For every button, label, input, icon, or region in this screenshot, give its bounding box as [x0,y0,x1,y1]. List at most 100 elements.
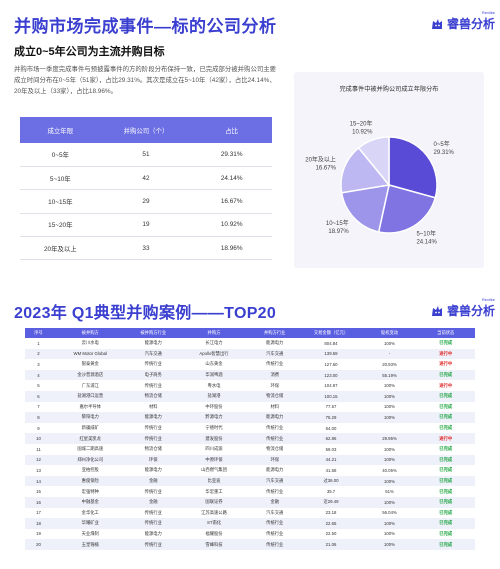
table-cell: 汽车交通 [266,509,284,515]
table-cell: 能源电力 [266,340,284,346]
table-cell: 18.96% [191,236,272,261]
table-cell: 嘉尔半导体 [79,403,101,409]
table-cell: ST南化 [178,518,250,529]
table-cell: 黎阳电力 [52,412,129,423]
table-cell: 20.93% [382,361,397,367]
table-cell: 100.15 [299,390,363,402]
table-cell: 宁德时代 [205,425,223,431]
table-cell: 传统行业 [144,425,162,431]
table-cell: 42 [100,166,192,191]
status-badge: 已完成 [439,509,453,515]
table-cell: 7 [37,404,40,410]
table-cell: 16.67% [191,189,272,214]
table-row: 6 盐湖港口运营 物流仓储 盐湖港 物流仓储 100.15 100% 已完成 [25,390,475,402]
status-badge: 已完成 [439,340,453,346]
table-cell: Apollo智慧出行 [178,348,250,360]
table-cell: 1 [37,340,40,346]
table-cell: 传统行业 [128,518,178,529]
table-cell: 国联证券 [178,496,250,508]
table-row: 5 广东浦江 传统行业 粤水电 环保 104.97 100% 进行中 [25,380,475,391]
table-cell: 中原环保 [178,454,250,466]
table-cell: 传统行业 [250,539,300,550]
table-cell: 2 [25,348,52,360]
table-cell: 环保 [270,382,280,388]
pie-slice [388,136,438,199]
table-cell: 5~10年 [20,166,101,191]
table-cell: 黔源电力 [178,412,250,423]
table-cell: 29.31% [191,143,272,167]
table-cell: 100% [384,404,395,410]
table-cell: 物流仓储 [250,390,300,402]
table-cell: 51% [385,489,394,495]
brand-sub: Rexlike [481,10,496,15]
table-cell: 环保 [250,454,300,466]
table-cell: 红星美凯龙 [52,433,129,444]
table-cell: 郑州净化公司 [52,454,129,466]
table-cell: 0~5年 [20,143,101,167]
status-badge: 已完成 [416,390,475,402]
age-distribution-table: 成立年限 并购公司（个） 占比 0~5年 51 29.31% 5~10年 42 24.14… [20,117,272,261]
table-row: 19 天业煤制 能源电力 福耀股份 传统行业 22.50 100% 已完成 [25,529,475,540]
column-header: 并购公司（个） [100,117,192,143]
status-badge: 已完成 [439,467,453,473]
table-row: 0~5年 51 29.31% [20,143,272,167]
table-cell: 能源电力 [144,340,162,346]
column-header: 交易金额（亿元） [299,328,363,338]
table-cell: 804.84 [324,340,338,346]
table-cell: 能源电力 [266,467,284,473]
table-cell: 材料 [148,403,158,409]
panel-top20-cases: 2023年 Q1典型并购案例——TOP20 睿兽分析 Rexlike 序号 被并购… [0,288,500,569]
table-row: 1 云川水电 能源电力 长江电力 能源电力 804.84 100% 已完成 [25,338,475,349]
table-cell: 4 [25,369,52,381]
table-row: 17 金华化工 传统行业 江苏高速公路 汽车交通 23.18 56.04% 已完成 [25,508,475,519]
table-cell: 宏强特种 [81,488,99,494]
table-cell: 传统行业 [144,509,162,515]
table-cell: WM Motor Global [52,348,129,360]
pie-chart-title: 完成事件中被并购公司成立年限分布 [339,86,439,93]
table-cell: 77.57 [325,404,337,410]
table-cell: 62.86 [299,433,363,444]
panel2-title: 2023年 Q1典型并购案例——TOP20 [14,305,277,322]
table-cell: 35.7 [326,489,336,495]
table-cell: 能源电力 [128,412,178,423]
table-cell: 传统行业 [250,518,300,529]
table-cell: 12 [25,454,52,466]
table-cell: 104.97 [324,383,338,389]
table-cell: 金华化工 [81,509,99,515]
status-badge: 已完成 [416,369,475,381]
table-cell: 100% [362,518,417,529]
panel1-description: 并购市场一季度完成事件与预披露事件的方的阶段分布保持一致，已完成部分被并购公司主… [14,66,277,95]
table-header-row: 成立年限 并购公司（个） 占比 [20,117,272,143]
brand-logo: 睿兽分析 Rexlike [430,297,495,319]
table-cell: 银泰黄金 [81,361,99,367]
table-header-row: 序号 被并购方 被并购方行业 并购方 并购方行业 交易金额（亿元） 股权变动 当前状态 [25,328,475,338]
table-cell: 9 [37,425,40,431]
table-cell: 盐湖港口运营 [52,390,129,402]
panel-target-company-analysis: 并购市场完成事件—标的公司分析 睿兽分析 Rexlike 成立0~5年公司为主流… [0,0,500,283]
table-cell: 100% [362,454,417,466]
table-cell: 10.92% [191,213,272,238]
table-cell: 19 [36,531,41,537]
table-row: 20年及以上 33 18.96% [20,236,272,261]
table-cell: 江苏高速公路 [201,509,227,515]
table-cell: 四川成渝 [205,446,223,452]
table-cell: 汽车交通 [250,475,300,487]
table-cell: 汽车交通 [128,348,178,360]
table-cell: 20年及以上 [20,236,101,261]
table-cell: 15~20年 [20,213,101,238]
table-row: 8 黎阳电力 能源电力 黔源电力 能源电力 75.29 100% 已完成 [25,412,475,423]
table-cell: 山西燃气集团 [201,467,227,473]
beast-logo-icon [430,17,444,31]
table-cell: 雪峰科技 [178,539,250,550]
status-badge: 进行中 [416,433,475,444]
status-badge: 已完成 [439,530,453,536]
table-cell: 惠俊保险 [52,475,129,487]
pie-slice-value: 18.97% [328,229,349,235]
table-row: 12 郑州净化公司 环保 中原环保 环保 44.21 100% 已完成 [25,454,475,466]
status-badge: 已完成 [439,425,453,431]
table-row: 11 国城二期高速 物流仓储 四川成渝 物流仓储 59.03 100% 已完成 [25,444,475,455]
table-cell: 51 [100,143,192,167]
table-cell: 6 [25,390,52,402]
table-row: 10 红星美凯龙 传统行业 建发股份 传统行业 62.86 29.95% 进行中 [25,433,475,444]
table-cell: 传统行业 [266,488,284,494]
